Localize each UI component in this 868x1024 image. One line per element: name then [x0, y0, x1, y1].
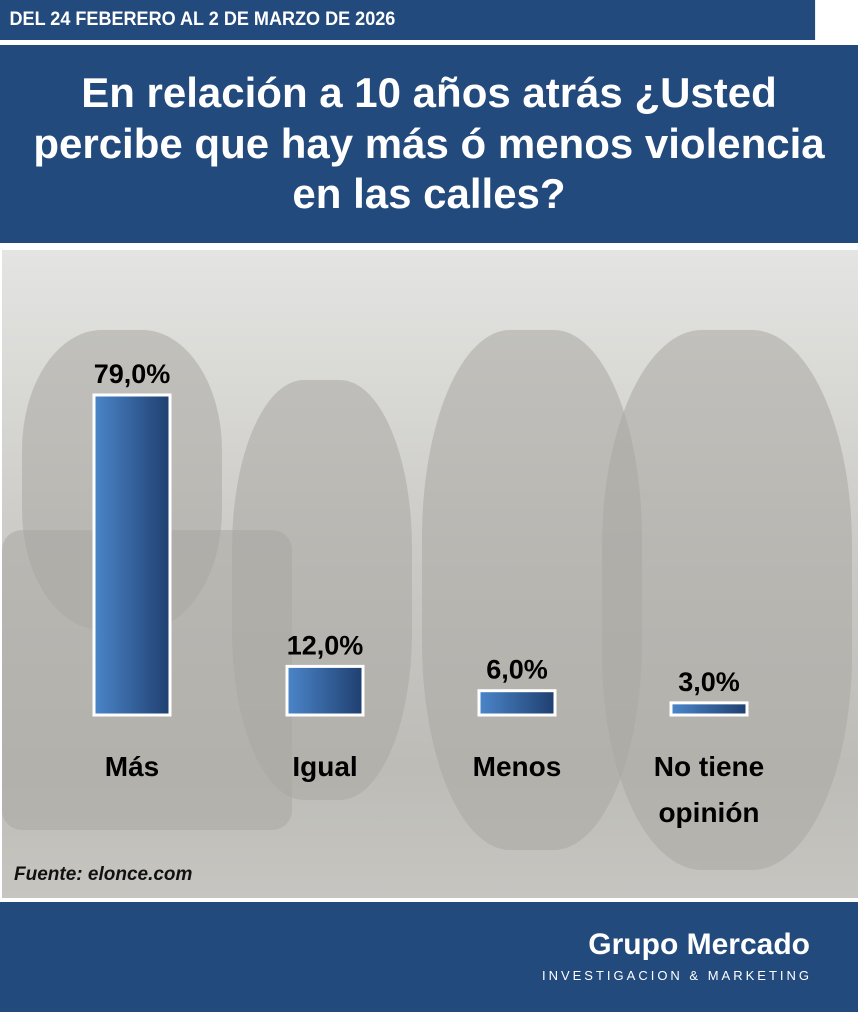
category-label: Menos [473, 751, 562, 782]
bar-2 [477, 689, 557, 717]
source-note: Fuente: elonce.com [14, 864, 193, 885]
data-label: 6,0% [486, 655, 548, 685]
title-text: En relación a 10 años atrás ¿Usted perci… [33, 69, 825, 218]
data-label: 3,0% [678, 667, 740, 697]
brand-logo: Grupo Mercado [588, 928, 810, 961]
brand-tagline: INVESTIGACION & MARKETING [541, 968, 812, 983]
bar-0 [92, 393, 172, 717]
date-range: DEL 24 FEBERERO AL 2 DE MARZO DE 2026 [0, 0, 816, 40]
data-label: 12,0% [287, 630, 364, 660]
category-label: No tiene opinión [654, 751, 764, 828]
category-label: Más [105, 751, 159, 782]
footer: Grupo Mercado INVESTIGACION & MARKETING [0, 902, 858, 1012]
bar-1 [285, 664, 365, 717]
data-label: 79,0% [94, 359, 171, 389]
bar-3 [669, 701, 749, 717]
background-photo [2, 250, 858, 898]
category-label: Igual [292, 751, 357, 782]
chart-title: En relación a 10 años atrás ¿Usted perci… [0, 45, 858, 243]
